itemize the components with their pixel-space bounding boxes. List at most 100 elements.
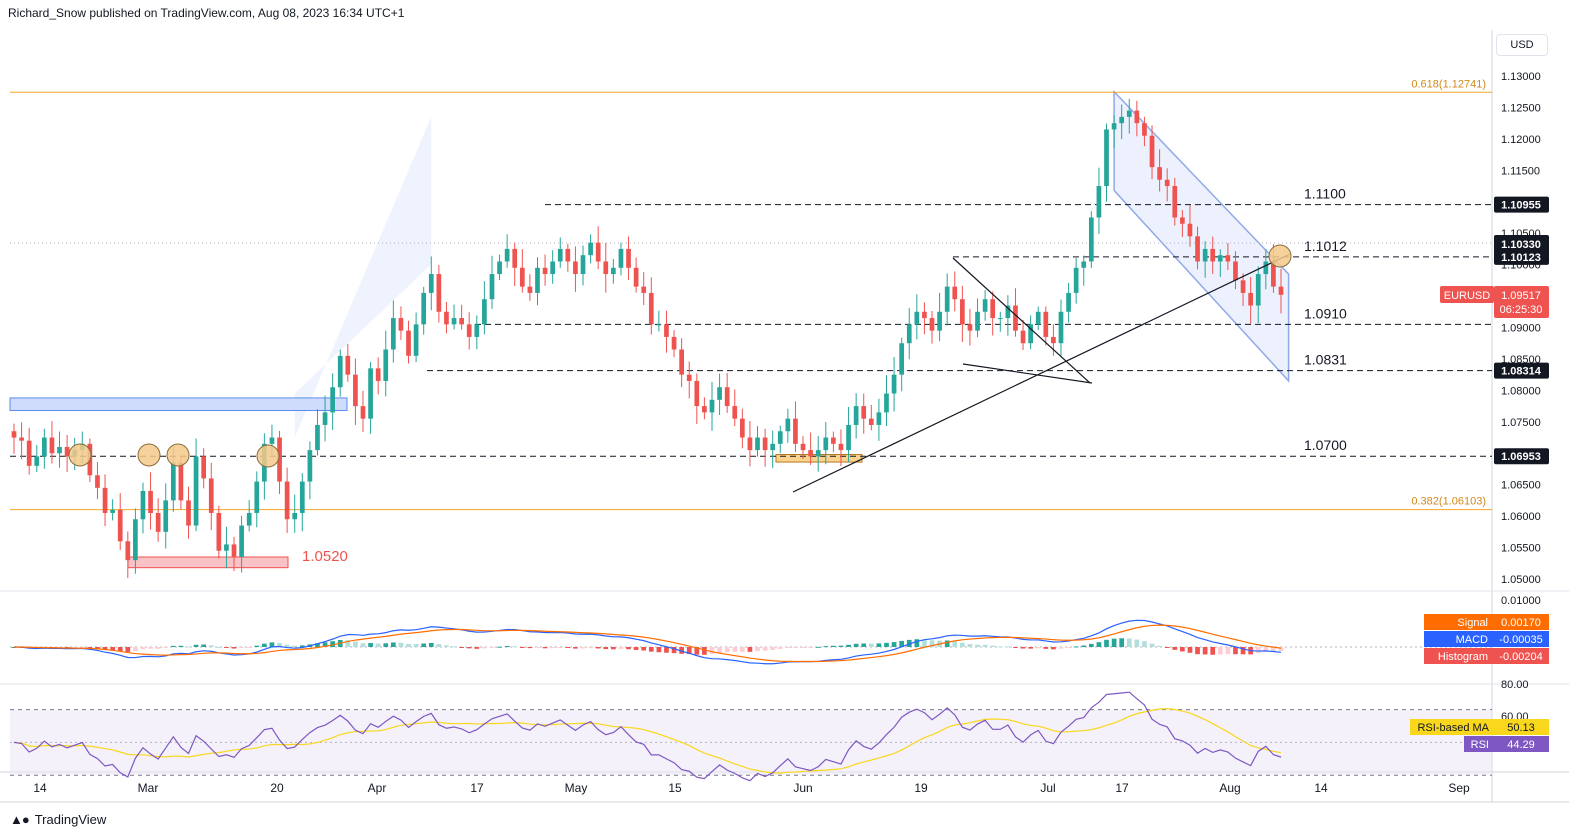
price-label-text: 1.08314 [1501, 366, 1542, 378]
macd-histogram-bar [1271, 647, 1276, 652]
macd-histogram-bar [762, 647, 768, 651]
macd-layer: 0.01000 Signal 0.00170 MACD -0.00035 Histogra… [10, 595, 1549, 665]
macd-histogram-bar [148, 647, 153, 649]
time-tick-label: Sep [1448, 781, 1470, 795]
macd-histogram-bar [1081, 645, 1087, 647]
macd-histogram-bar [315, 643, 320, 647]
macd-histogram-bar [1104, 639, 1109, 647]
candle-body [853, 406, 859, 425]
macd-histogram-bar [808, 647, 813, 648]
macd-histogram-bar [231, 647, 237, 649]
macd-histogram-bar [815, 646, 821, 648]
price-tick-label: 1.08000 [1501, 385, 1541, 397]
candle-body [724, 387, 730, 407]
candle-body [831, 437, 836, 444]
candle-body [800, 443, 806, 451]
macd-histogram-bar [178, 645, 184, 647]
macd-histogram-bar [497, 646, 502, 648]
macd-histogram-bar [208, 645, 214, 647]
candle-body [292, 512, 298, 520]
candle-body [1195, 236, 1200, 262]
level-label: 1.1012 [1304, 238, 1347, 254]
resistance-zone-box [9, 397, 348, 411]
time-tick-label: Jul [1040, 781, 1055, 795]
macd-histogram-bar [664, 647, 669, 653]
candle-body [95, 475, 100, 488]
macd-legend-value-box [1494, 648, 1549, 664]
macd-histogram-bar [1020, 647, 1026, 649]
candle-body [535, 267, 540, 293]
currency-button[interactable]: USD [1496, 34, 1548, 56]
candle-body [770, 443, 776, 451]
candle-body [246, 512, 252, 526]
macd-histogram-bar [201, 644, 207, 647]
macd-histogram-bar [1210, 647, 1216, 655]
macd-histogram-bar [557, 647, 563, 648]
rsi-legend-name-box [1410, 719, 1494, 735]
macd-histogram-bar [1142, 641, 1147, 647]
macd-histogram-bar [368, 643, 373, 647]
macd-histogram-bar [580, 647, 586, 649]
candle-body [451, 318, 457, 325]
candle-body [732, 406, 738, 419]
rsi-line [13, 691, 1282, 782]
candle-body [777, 431, 783, 444]
macd-histogram-bar [588, 647, 593, 649]
rsi-legend-name: RSI [1471, 739, 1489, 751]
macd-histogram-bar [95, 647, 100, 649]
candle-body [216, 512, 222, 551]
candle-body [368, 368, 373, 419]
macd-histogram-bar [170, 645, 176, 647]
macd-histogram-bar [1180, 647, 1185, 652]
candle-body [823, 437, 829, 451]
price-label-text: 1.10330 [1501, 239, 1541, 251]
macd-histogram-bar [482, 647, 487, 649]
candle-body [239, 525, 244, 557]
candle-body [307, 450, 313, 482]
candle-body [1119, 116, 1125, 124]
candle-body [937, 311, 942, 331]
macd-histogram-bar [1043, 647, 1049, 649]
macd-histogram-bar [922, 639, 927, 647]
level-label: 1.0831 [1304, 352, 1347, 368]
macd-histogram-bar [914, 639, 920, 647]
candle-body [990, 299, 996, 319]
macd-histogram-bar [239, 647, 244, 648]
candle-body [1028, 324, 1033, 344]
candle-body [519, 267, 525, 287]
macd-histogram-bar [1225, 647, 1231, 655]
macd-histogram-bar [755, 647, 760, 652]
candle-body [611, 267, 616, 275]
candle-body [1202, 248, 1208, 262]
price-label-box [1494, 248, 1549, 265]
macd-histogram-bar [1066, 647, 1071, 648]
candle-body [406, 330, 411, 356]
published-header: Richard_Snow published on TradingView.co… [8, 6, 405, 20]
candle-body [755, 437, 760, 451]
candle-body [193, 456, 199, 526]
candle-body [1164, 179, 1170, 187]
candle-body [1126, 110, 1132, 117]
macd-histogram-bar [724, 647, 730, 653]
macd-histogram-bar [360, 643, 366, 647]
candle-body [474, 324, 480, 337]
candle-body [884, 393, 889, 413]
price-tick-label: 1.13000 [1501, 71, 1541, 83]
macd-histogram-bar [1111, 638, 1117, 647]
highlight-circle [1268, 244, 1292, 268]
candle-body [929, 318, 935, 331]
candle-body [277, 437, 282, 482]
macd-histogram-bar [79, 647, 85, 648]
candle-body [383, 349, 389, 381]
price-tick-label: 1.05000 [1501, 574, 1541, 586]
macd-legend-name-box [1424, 614, 1494, 630]
candle-body [967, 324, 973, 331]
candle-body [1020, 330, 1026, 344]
macd-histogram-bar [1096, 642, 1102, 647]
macd-histogram-bar [87, 647, 93, 648]
candle-body [1142, 123, 1147, 136]
footer: ▲● TradingView [10, 812, 106, 827]
macd-histogram-bar [1187, 647, 1193, 653]
symbol-tag-text: EURUSD [1444, 290, 1491, 302]
candle-body [1172, 186, 1178, 218]
